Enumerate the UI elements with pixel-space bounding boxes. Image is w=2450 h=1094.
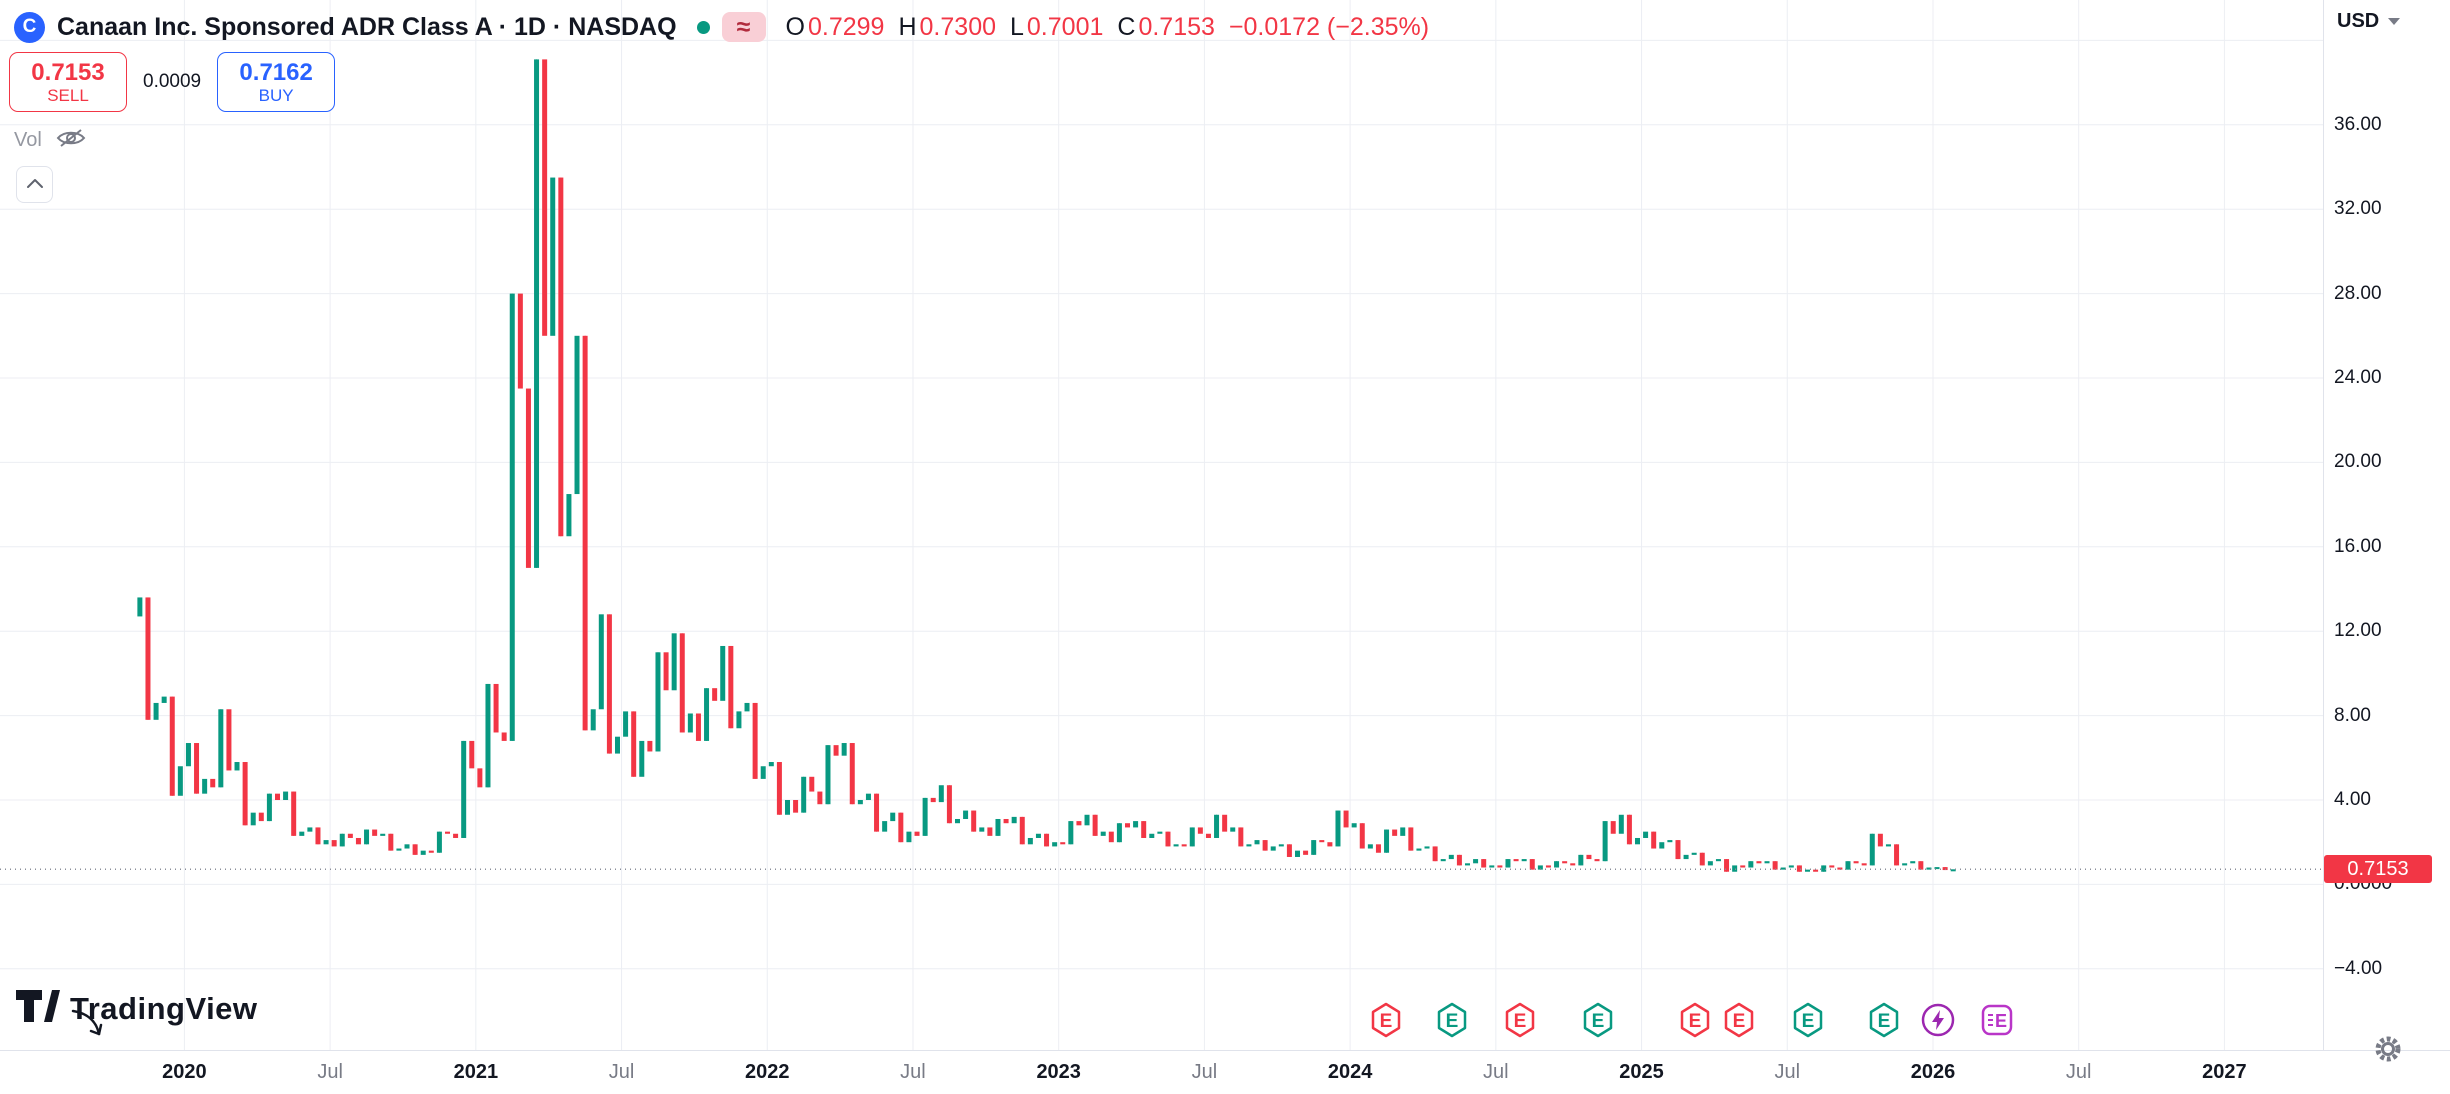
currency-selector[interactable]: USD [2337, 10, 2401, 33]
price-axis-label: 24.00 [2334, 367, 2382, 388]
time-axis-label: Jul [608, 1061, 635, 1083]
price-axis[interactable]: 36.00 32.00 28.00 24.00 20.00 16.00 12.00 8.00 4… [2323, 0, 2450, 1050]
time-axis-label: 2021 [453, 1061, 499, 1083]
buy-button[interactable]: 0.7162 BUY [217, 52, 336, 112]
symbol-logo-letter: C [22, 16, 37, 37]
sell-price: 0.7153 [31, 58, 105, 86]
earnings-marker-icon[interactable]: E [1437, 1002, 1467, 1038]
earnings-marker-icon[interactable]: E [1371, 1002, 1401, 1038]
price-axis-label: 20.00 [2334, 451, 2382, 473]
ohlc-readout: O 0.7299 H 0.7300 L 0.7001 C 0.7153 −0.0172 … [786, 13, 1430, 42]
time-axis-label: Jul [1191, 1061, 1218, 1083]
price-axis-label: 16.00 [2334, 535, 2382, 557]
close-value: C 0.7153 [1117, 12, 1215, 41]
time-axis-label: 2025 [1619, 1061, 1664, 1083]
volume-legend: Vol [14, 126, 86, 155]
eye-off-icon[interactable] [56, 126, 86, 155]
flag-glyph: ≈ [736, 12, 751, 41]
symbol-title[interactable]: Canaan Inc. Sponsored ADR Class A · 1D ·… [57, 12, 677, 41]
grid-lines [0, 0, 2323, 1050]
earnings-marker-icon[interactable]: E [1869, 1002, 1899, 1038]
spread-value: 0.0009 [143, 71, 202, 92]
price-axis-label: 12.00 [2334, 620, 2382, 642]
collapse-pane-button[interactable] [16, 166, 53, 203]
svg-text:E: E [1733, 1011, 1746, 1032]
time-axis-label: 2023 [1036, 1061, 1081, 1083]
symbol-logo-icon[interactable]: C [14, 11, 45, 43]
chevron-down-icon [2388, 18, 2401, 25]
earnings-marker-icon[interactable]: E [1583, 1002, 1613, 1038]
tradingview-logo-icon [16, 986, 60, 1031]
price-axis-label: 32.00 [2334, 198, 2382, 220]
bolt-marker-icon[interactable] [1921, 1003, 1955, 1037]
earnings-marker-icon[interactable]: E [1724, 1002, 1754, 1038]
arrow-doodle-icon [70, 1008, 110, 1047]
price-axis-label: 36.00 [2334, 113, 2382, 135]
price-axis-label: 28.00 [2334, 282, 2382, 304]
time-axis-label: 2027 [2202, 1061, 2247, 1083]
earnings-marker-icon[interactable]: E [1505, 1002, 1535, 1038]
change-value: −0.0172 (−2.35%) [1228, 12, 1430, 41]
low-value: L 0.7001 [1010, 12, 1104, 41]
svg-text:E: E [1878, 1011, 1891, 1032]
earnings-marker-icon[interactable]: E [1793, 1002, 1823, 1038]
earnings-marker-icon[interactable]: E [1680, 1002, 1710, 1038]
buy-label: BUY [258, 85, 294, 105]
svg-text:E: E [1592, 1011, 1605, 1032]
time-axis-label: Jul [317, 1061, 343, 1083]
time-axis-label: Jul [900, 1061, 926, 1083]
time-axis-label: 2022 [745, 1061, 790, 1083]
high-value: H 0.7300 [898, 12, 996, 41]
earnings-upcoming-marker-icon[interactable]: E [1981, 1004, 2013, 1036]
market-status-icon [696, 20, 710, 34]
last-price-tag: 0.7153 [2324, 855, 2432, 884]
price-axis-border [2323, 0, 2324, 1050]
svg-text:E: E [1995, 1011, 2007, 1031]
svg-text:E: E [1380, 1011, 1393, 1032]
flag-icon[interactable]: ≈ [721, 12, 766, 42]
time-axis-label: 2024 [1327, 1061, 1373, 1083]
buy-price: 0.7162 [239, 58, 313, 86]
symbol-header: C Canaan Inc. Sponsored ADR Class A · 1D… [14, 8, 1429, 46]
svg-text:E: E [1514, 1011, 1527, 1032]
time-axis-label: Jul [1483, 1061, 1509, 1083]
time-axis-label: 2026 [1910, 1061, 1956, 1083]
sell-button[interactable]: 0.7153 SELL [9, 52, 127, 112]
order-panel: 0.7153 SELL 0.0009 0.7162 BUY [9, 52, 336, 112]
svg-text:E: E [1689, 1011, 1702, 1032]
time-axis-border [0, 1050, 2450, 1051]
sell-label: SELL [47, 85, 89, 105]
time-axis-label: 2020 [162, 1061, 207, 1083]
time-axis-label: Jul [1774, 1061, 1801, 1083]
svg-text:E: E [1446, 1011, 1459, 1032]
open-value: O 0.7299 [785, 12, 885, 41]
tradingview-logo-text: TradingView [70, 990, 258, 1026]
chevron-up-icon [26, 176, 44, 194]
currency-label: USD [2337, 10, 2380, 32]
time-axis[interactable]: 2020 Jul 2021 Jul 2022 Jul 2023 Jul 2024 Jul 2025 J… [0, 1051, 2450, 1094]
price-axis-label: 4.00 [2334, 789, 2371, 810]
candlestick-series[interactable] [137, 59, 1956, 872]
time-axis-label: Jul [2065, 1061, 2092, 1083]
gear-icon[interactable] [2374, 1035, 2402, 1068]
svg-text:E: E [1802, 1011, 1815, 1032]
tradingview-logo[interactable]: TradingView [16, 986, 258, 1031]
price-axis-label: −4.00 [2334, 957, 2383, 979]
price-axis-label: 8.00 [2334, 704, 2371, 726]
volume-legend-label[interactable]: Vol [14, 129, 42, 151]
